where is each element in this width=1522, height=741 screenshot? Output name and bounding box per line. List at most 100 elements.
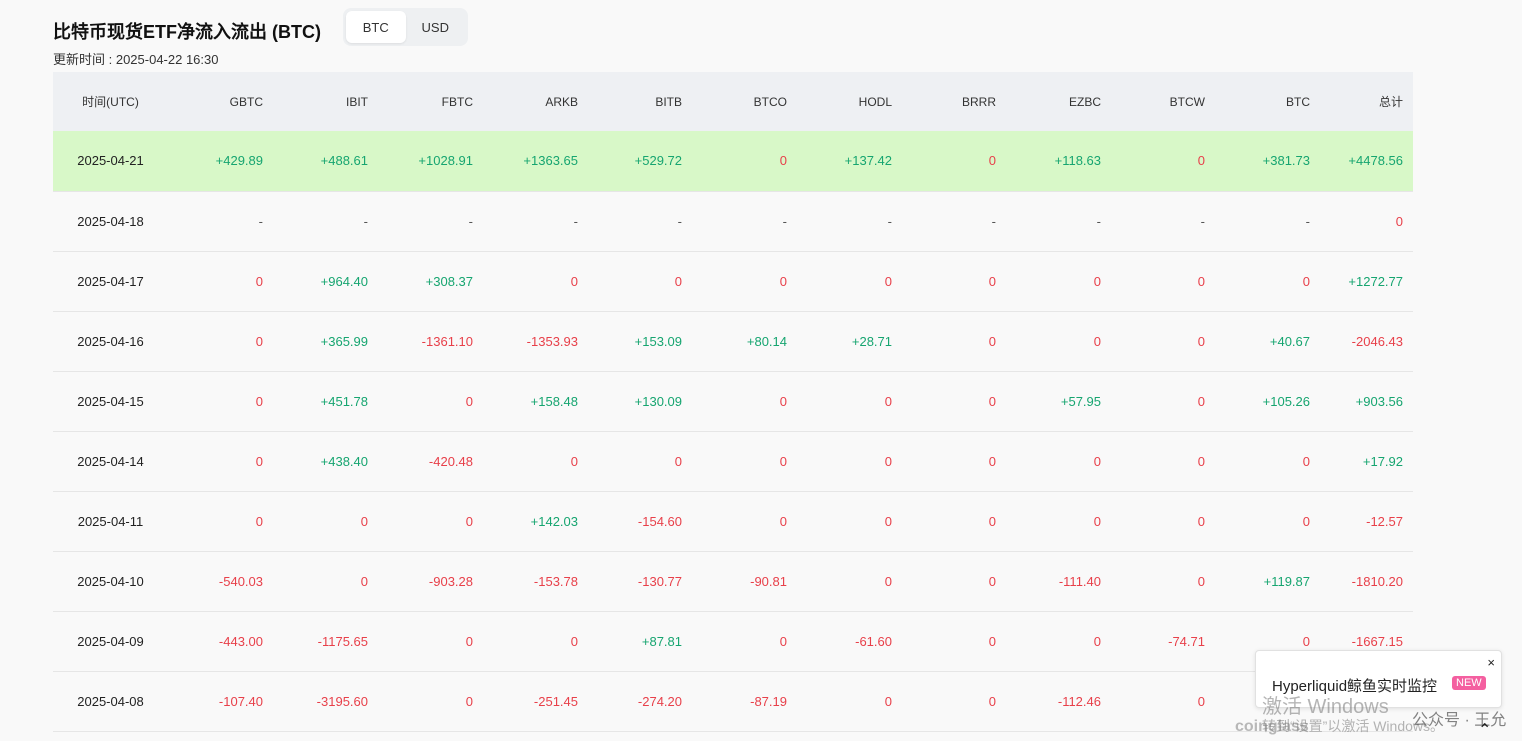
value-cell: 0 [988,573,996,589]
table-row: 2025-04-10 -540.03 0 -903.28 -153.78 -130.77 -… [53,551,1413,611]
value-cell: 0 [884,513,892,529]
value-cell: +119.87 [1263,573,1310,589]
date-cell: 2025-04-10 [77,573,144,589]
date-cell: 2025-04-21 [77,153,144,169]
column-header[interactable]: FBTC [441,94,473,109]
table-row: 2025-04-16 0 +365.99 -1361.10 -1353.93 +153.0… [53,311,1413,371]
value-cell: -3195.60 [316,693,368,709]
value-cell: 0 [1197,333,1205,349]
value-cell: +158.48 [530,393,578,409]
value-cell: +142.03 [530,513,578,529]
windows-activation-subtitle: 转到“设置”以激活 Windows。 [1262,718,1445,734]
column-header[interactable]: 时间(UTC) [82,95,139,109]
hyperliquid-notice[interactable]: Hyperliquid鲸鱼实时监控 NEW × [1255,650,1502,708]
value-cell: 0 [674,453,682,469]
value-cell: 0 [465,633,473,649]
value-cell: 0 [988,633,996,649]
value-cell: +308.37 [425,273,473,289]
notice-text[interactable]: Hyperliquid鲸鱼实时监控 [1272,678,1438,695]
value-cell: +964.40 [320,273,368,289]
column-header[interactable]: ARKB [545,94,578,109]
value-cell: -443.00 [218,633,263,649]
table-row: 2025-04-14 0 +438.40 -420.48 0 0 0 0 0 0 0 0 +17.92 [53,431,1413,491]
new-badge: NEW [1452,676,1486,690]
value-cell: -87.19 [750,693,787,709]
table-row: 2025-04-09 -443.00 -1175.65 0 0 +87.81 0 -61.60… [53,611,1413,671]
value-cell: 0 [360,573,368,589]
value-cell: - [991,213,996,229]
date-cell: 2025-04-16 [77,333,144,349]
table-row: 2025-04-08 -107.40 -3195.60 0 -251.45 -274.20… [53,671,1413,731]
column-header[interactable]: EZBC [1068,94,1101,109]
value-cell: 0 [255,333,263,349]
value-cell: +903.56 [1355,393,1403,409]
value-cell: 0 [255,513,263,529]
table-row: 2025-04-15 0 +451.78 0 +158.48 +130.09 0 0 0 +57.… [53,371,1413,431]
value-cell: 0 [779,393,787,409]
value-cell: 0 [988,513,996,529]
value-cell: 0 [884,693,892,709]
value-cell: -154.60 [637,513,682,529]
column-header[interactable]: BTCW [1169,94,1205,109]
value-cell: 0 [1197,573,1205,589]
column-header[interactable]: HODL [858,94,892,109]
value-cell: +365.99 [320,333,368,349]
value-cell: - [363,213,368,229]
value-cell: - [887,213,892,229]
value-cell: 0 [1395,213,1403,229]
column-header[interactable]: 总计 [1378,95,1403,109]
chevron-up-icon[interactable]: ⌃ [1478,722,1492,739]
value-cell: +488.61 [320,153,368,169]
value-cell: 0 [255,393,263,409]
value-cell: -12.57 [1366,513,1403,529]
column-header[interactable]: IBIT [345,94,368,109]
windows-activation-title: 激活 Windows [1262,696,1389,718]
table-header-row: 时间(UTC) GBTC IBIT FBTC ARKB BITB BTCO HODL BRRR E… [53,72,1413,131]
value-cell: -1361.10 [421,333,473,349]
value-cell: +28.71 [851,333,892,349]
value-cell: 0 [1302,273,1310,289]
value-cell: +105.26 [1262,393,1310,409]
column-header[interactable]: GBTC [229,94,263,109]
table-row: 2025-04-11 0 0 0 +142.03 -154.60 0 0 0 0 0 0 -12.57 [53,491,1413,551]
close-icon[interactable]: × [1487,655,1495,670]
value-cell: +130.09 [634,393,682,409]
etf-flow-table: 时间(UTC) GBTC IBIT FBTC ARKB BITB BTCO HODL BRRR E… [53,72,1413,732]
value-cell: 0 [1197,453,1205,469]
value-cell: 0 [884,573,892,589]
etf-flow-table-container: 时间(UTC) GBTC IBIT FBTC ARKB BITB BTCO HODL BRRR E… [53,72,1413,732]
value-cell: -2046.43 [1351,333,1403,349]
toggle-usd-button[interactable]: USD [421,19,449,35]
value-cell: 0 [1093,273,1101,289]
value-cell: -420.48 [428,453,473,469]
value-cell: 0 [1093,513,1101,529]
column-header[interactable]: BTCO [753,94,787,109]
column-header[interactable]: BRRR [961,94,996,109]
value-cell: 0 [884,393,892,409]
value-cell: 0 [255,453,263,469]
value-cell: +1028.91 [418,153,473,169]
date-cell: 2025-04-09 [77,633,144,649]
value-cell: +87.81 [641,633,682,649]
value-cell: +80.14 [746,333,787,349]
unit-toggle: BTC USD [343,8,468,46]
value-cell: 0 [988,453,996,469]
value-cell: 0 [1302,633,1310,649]
value-cell: +17.92 [1362,453,1403,469]
value-cell: 0 [779,633,787,649]
value-cell: 0 [1093,333,1101,349]
date-cell: 2025-04-11 [77,513,144,529]
value-cell: +40.67 [1269,333,1310,349]
value-cell: +118.63 [1054,153,1101,169]
toggle-btc-button[interactable]: BTC [346,11,406,43]
value-cell: - [677,213,682,229]
value-cell: +429.89 [215,153,263,169]
value-cell: 0 [988,693,996,709]
value-cell: 0 [465,393,473,409]
value-cell: -130.77 [637,573,682,589]
value-cell: -107.40 [218,693,263,709]
column-header[interactable]: BITB [655,94,682,109]
value-cell: 0 [779,513,787,529]
date-cell: 2025-04-14 [77,453,144,469]
column-header[interactable]: BTC [1286,94,1310,109]
